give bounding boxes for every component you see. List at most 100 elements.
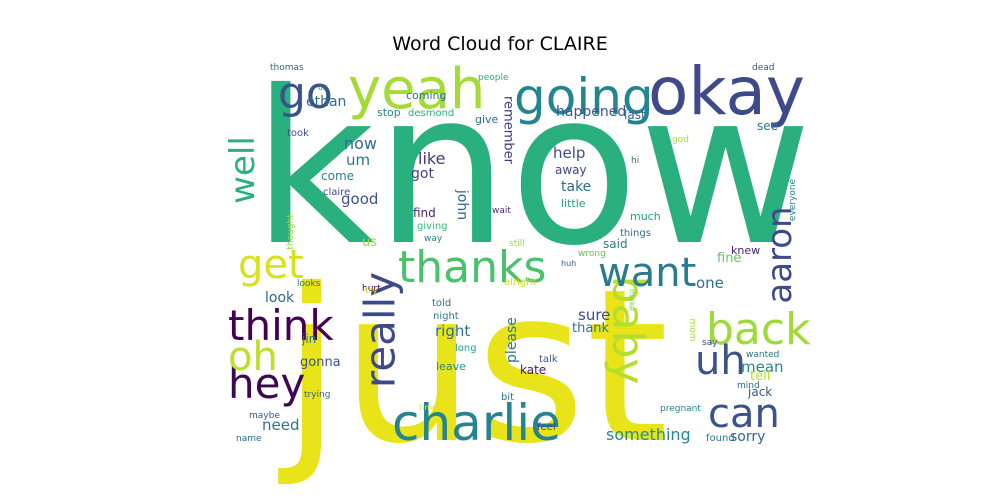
word-thank: thank bbox=[572, 321, 610, 336]
word-hi: hi bbox=[631, 156, 639, 166]
word-say: say bbox=[702, 338, 718, 348]
word-just: just bbox=[278, 243, 669, 490]
word-aaron: aaron bbox=[760, 206, 800, 303]
word-hey: hey bbox=[228, 359, 305, 408]
word-can: can bbox=[708, 391, 780, 437]
word-told: told bbox=[432, 298, 451, 309]
word-baby: baby bbox=[603, 276, 654, 385]
word-jin: jin bbox=[301, 332, 316, 346]
chart-title: Word Cloud for CLAIRE bbox=[392, 33, 608, 55]
word-yeah: yeah bbox=[348, 57, 485, 122]
word-trying: trying bbox=[304, 390, 330, 400]
word-john: john bbox=[454, 189, 470, 220]
word-away: away bbox=[555, 163, 587, 177]
word-said: said bbox=[603, 237, 628, 251]
word-fine: fine bbox=[717, 251, 741, 266]
word-time: time bbox=[419, 403, 437, 412]
word-sorry: sorry bbox=[730, 429, 765, 445]
word-jack: jack bbox=[747, 385, 772, 399]
word-kate: kate bbox=[520, 363, 546, 377]
word-right: right bbox=[435, 322, 470, 340]
word-dead: dead bbox=[752, 63, 774, 73]
word-people: people bbox=[478, 73, 509, 83]
word-uh: uh bbox=[695, 338, 746, 384]
word-looks: looks bbox=[297, 279, 321, 289]
word-come: come bbox=[321, 169, 354, 183]
word-wrong: wrong bbox=[578, 249, 606, 259]
word-way: way bbox=[424, 234, 443, 244]
word-stop: stop bbox=[377, 106, 401, 119]
word-remember: remember bbox=[501, 96, 516, 165]
word-back: back bbox=[706, 304, 811, 355]
word-huh: huh bbox=[561, 259, 576, 268]
word-claire: claire bbox=[323, 187, 350, 198]
word-long: long bbox=[455, 343, 477, 354]
word-help: help bbox=[553, 144, 585, 162]
word-thought: thought bbox=[286, 214, 296, 250]
word-coming: coming bbox=[406, 89, 447, 102]
word-wanted: wanted bbox=[746, 350, 779, 360]
word-something: something bbox=[606, 425, 691, 444]
word-thomas: thomas bbox=[270, 63, 304, 73]
word-alright: alright bbox=[504, 277, 536, 288]
word-okay: okay bbox=[648, 53, 805, 130]
word-gonna: gonna bbox=[300, 355, 341, 370]
word-need: need bbox=[262, 416, 300, 434]
word-think: think bbox=[228, 301, 334, 350]
word-happened: happened bbox=[556, 104, 626, 120]
word-one: one bbox=[696, 274, 724, 292]
word-look: look bbox=[265, 290, 295, 306]
word-bit: bit bbox=[501, 392, 514, 403]
word-get: get bbox=[238, 242, 304, 288]
word-things: things bbox=[620, 228, 651, 239]
word-night: night bbox=[433, 311, 459, 322]
word-ok: ok bbox=[318, 83, 328, 92]
word-see: see bbox=[757, 119, 778, 133]
word-god: god bbox=[672, 135, 689, 145]
word-leave: leave bbox=[436, 360, 466, 373]
word-charlie: charlie bbox=[392, 394, 561, 452]
word-thanks: thanks bbox=[398, 242, 546, 293]
word-going: going bbox=[514, 68, 654, 126]
word-desmond: desmond bbox=[408, 108, 454, 119]
word-took: took bbox=[287, 128, 309, 139]
word-still: still bbox=[509, 239, 525, 249]
word-little: little bbox=[561, 197, 586, 210]
word-like: like bbox=[418, 149, 445, 168]
word-please: please bbox=[504, 317, 520, 363]
word-take: take bbox=[561, 179, 591, 195]
word-sure: sure bbox=[578, 306, 610, 324]
word-good: good bbox=[341, 190, 378, 208]
word-found: found bbox=[706, 433, 735, 444]
word-talk: talk bbox=[539, 354, 558, 365]
word-giving: giving bbox=[417, 221, 448, 232]
word-find: find bbox=[413, 206, 436, 220]
word-oh: oh bbox=[228, 334, 278, 380]
word-name: name bbox=[236, 434, 262, 444]
word-want: want bbox=[598, 250, 696, 296]
word-got: got bbox=[411, 166, 434, 182]
word-wait: wait bbox=[492, 206, 511, 216]
word-us: us bbox=[362, 235, 377, 250]
word-hurt: hurt bbox=[362, 284, 381, 294]
word-feel: feel bbox=[537, 422, 556, 433]
word-much: much bbox=[630, 210, 661, 223]
word-knew: knew bbox=[731, 244, 760, 257]
word-try: try bbox=[365, 286, 378, 296]
word-everyone: everyone bbox=[788, 178, 798, 221]
word-mind: mind bbox=[737, 381, 760, 391]
word-mean: mean bbox=[741, 358, 784, 376]
word-know: know bbox=[252, 45, 812, 292]
word-maybe: maybe bbox=[249, 411, 280, 421]
word-well: well bbox=[223, 136, 263, 204]
word-tell: tell bbox=[750, 369, 770, 384]
word-give: give bbox=[475, 113, 499, 126]
word-um: um bbox=[346, 151, 370, 169]
word-last: last bbox=[624, 108, 646, 122]
word-make: make bbox=[628, 289, 637, 311]
word-pregnant: pregnant bbox=[660, 404, 701, 414]
word-now: now bbox=[344, 134, 377, 153]
word-ethan: ethan bbox=[306, 94, 346, 110]
